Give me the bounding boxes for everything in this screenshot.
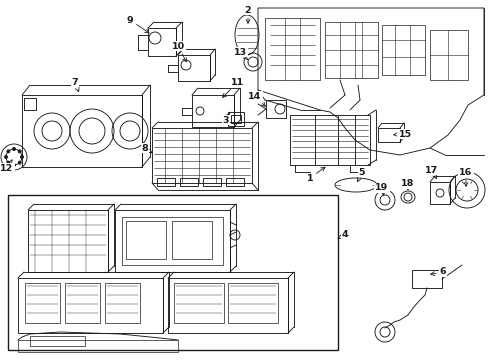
- Bar: [168, 278, 287, 333]
- Text: 15: 15: [393, 130, 411, 139]
- Bar: [429, 182, 449, 204]
- Bar: [18, 278, 163, 333]
- Text: 11: 11: [222, 77, 244, 98]
- Bar: [289, 115, 369, 165]
- Bar: [148, 28, 176, 56]
- Bar: [174, 283, 224, 323]
- Circle shape: [7, 150, 10, 153]
- Bar: [126, 221, 165, 259]
- Bar: [203, 178, 221, 186]
- Bar: [180, 178, 198, 186]
- Circle shape: [13, 163, 16, 167]
- Bar: [157, 178, 175, 186]
- Text: 19: 19: [375, 184, 388, 195]
- Bar: [122, 217, 223, 265]
- Text: 7: 7: [72, 77, 79, 91]
- Bar: [225, 178, 244, 186]
- Text: 12: 12: [0, 160, 14, 172]
- Bar: [230, 115, 241, 123]
- Bar: [377, 128, 399, 142]
- Text: 13: 13: [233, 48, 247, 59]
- Bar: [8, 195, 337, 350]
- Bar: [265, 100, 285, 118]
- Bar: [411, 270, 441, 288]
- Circle shape: [18, 150, 21, 153]
- Text: 8: 8: [142, 144, 152, 153]
- Text: 1: 1: [306, 167, 325, 183]
- Circle shape: [7, 161, 10, 164]
- Text: 18: 18: [401, 180, 414, 189]
- Text: 17: 17: [425, 166, 438, 179]
- Bar: [152, 128, 251, 183]
- Bar: [172, 221, 212, 259]
- Bar: [28, 210, 108, 272]
- Text: 16: 16: [458, 167, 472, 186]
- Bar: [178, 55, 209, 81]
- Bar: [22, 95, 142, 167]
- Text: 6: 6: [430, 267, 446, 276]
- Text: 2: 2: [244, 5, 251, 23]
- Bar: [105, 283, 140, 323]
- Circle shape: [18, 161, 21, 164]
- Circle shape: [20, 156, 23, 158]
- Text: 9: 9: [126, 15, 149, 33]
- Text: 14: 14: [248, 91, 265, 106]
- Bar: [18, 340, 178, 352]
- Bar: [115, 210, 229, 272]
- Text: 10: 10: [171, 41, 186, 62]
- Circle shape: [4, 156, 7, 158]
- Text: 5: 5: [357, 167, 365, 182]
- Text: 4: 4: [337, 230, 347, 239]
- Circle shape: [13, 148, 16, 150]
- Bar: [65, 283, 100, 323]
- Bar: [227, 283, 278, 323]
- Bar: [227, 112, 244, 126]
- Bar: [30, 336, 85, 346]
- Bar: [25, 283, 60, 323]
- Bar: [24, 98, 36, 110]
- Bar: [192, 95, 234, 127]
- Text: 3: 3: [223, 112, 229, 125]
